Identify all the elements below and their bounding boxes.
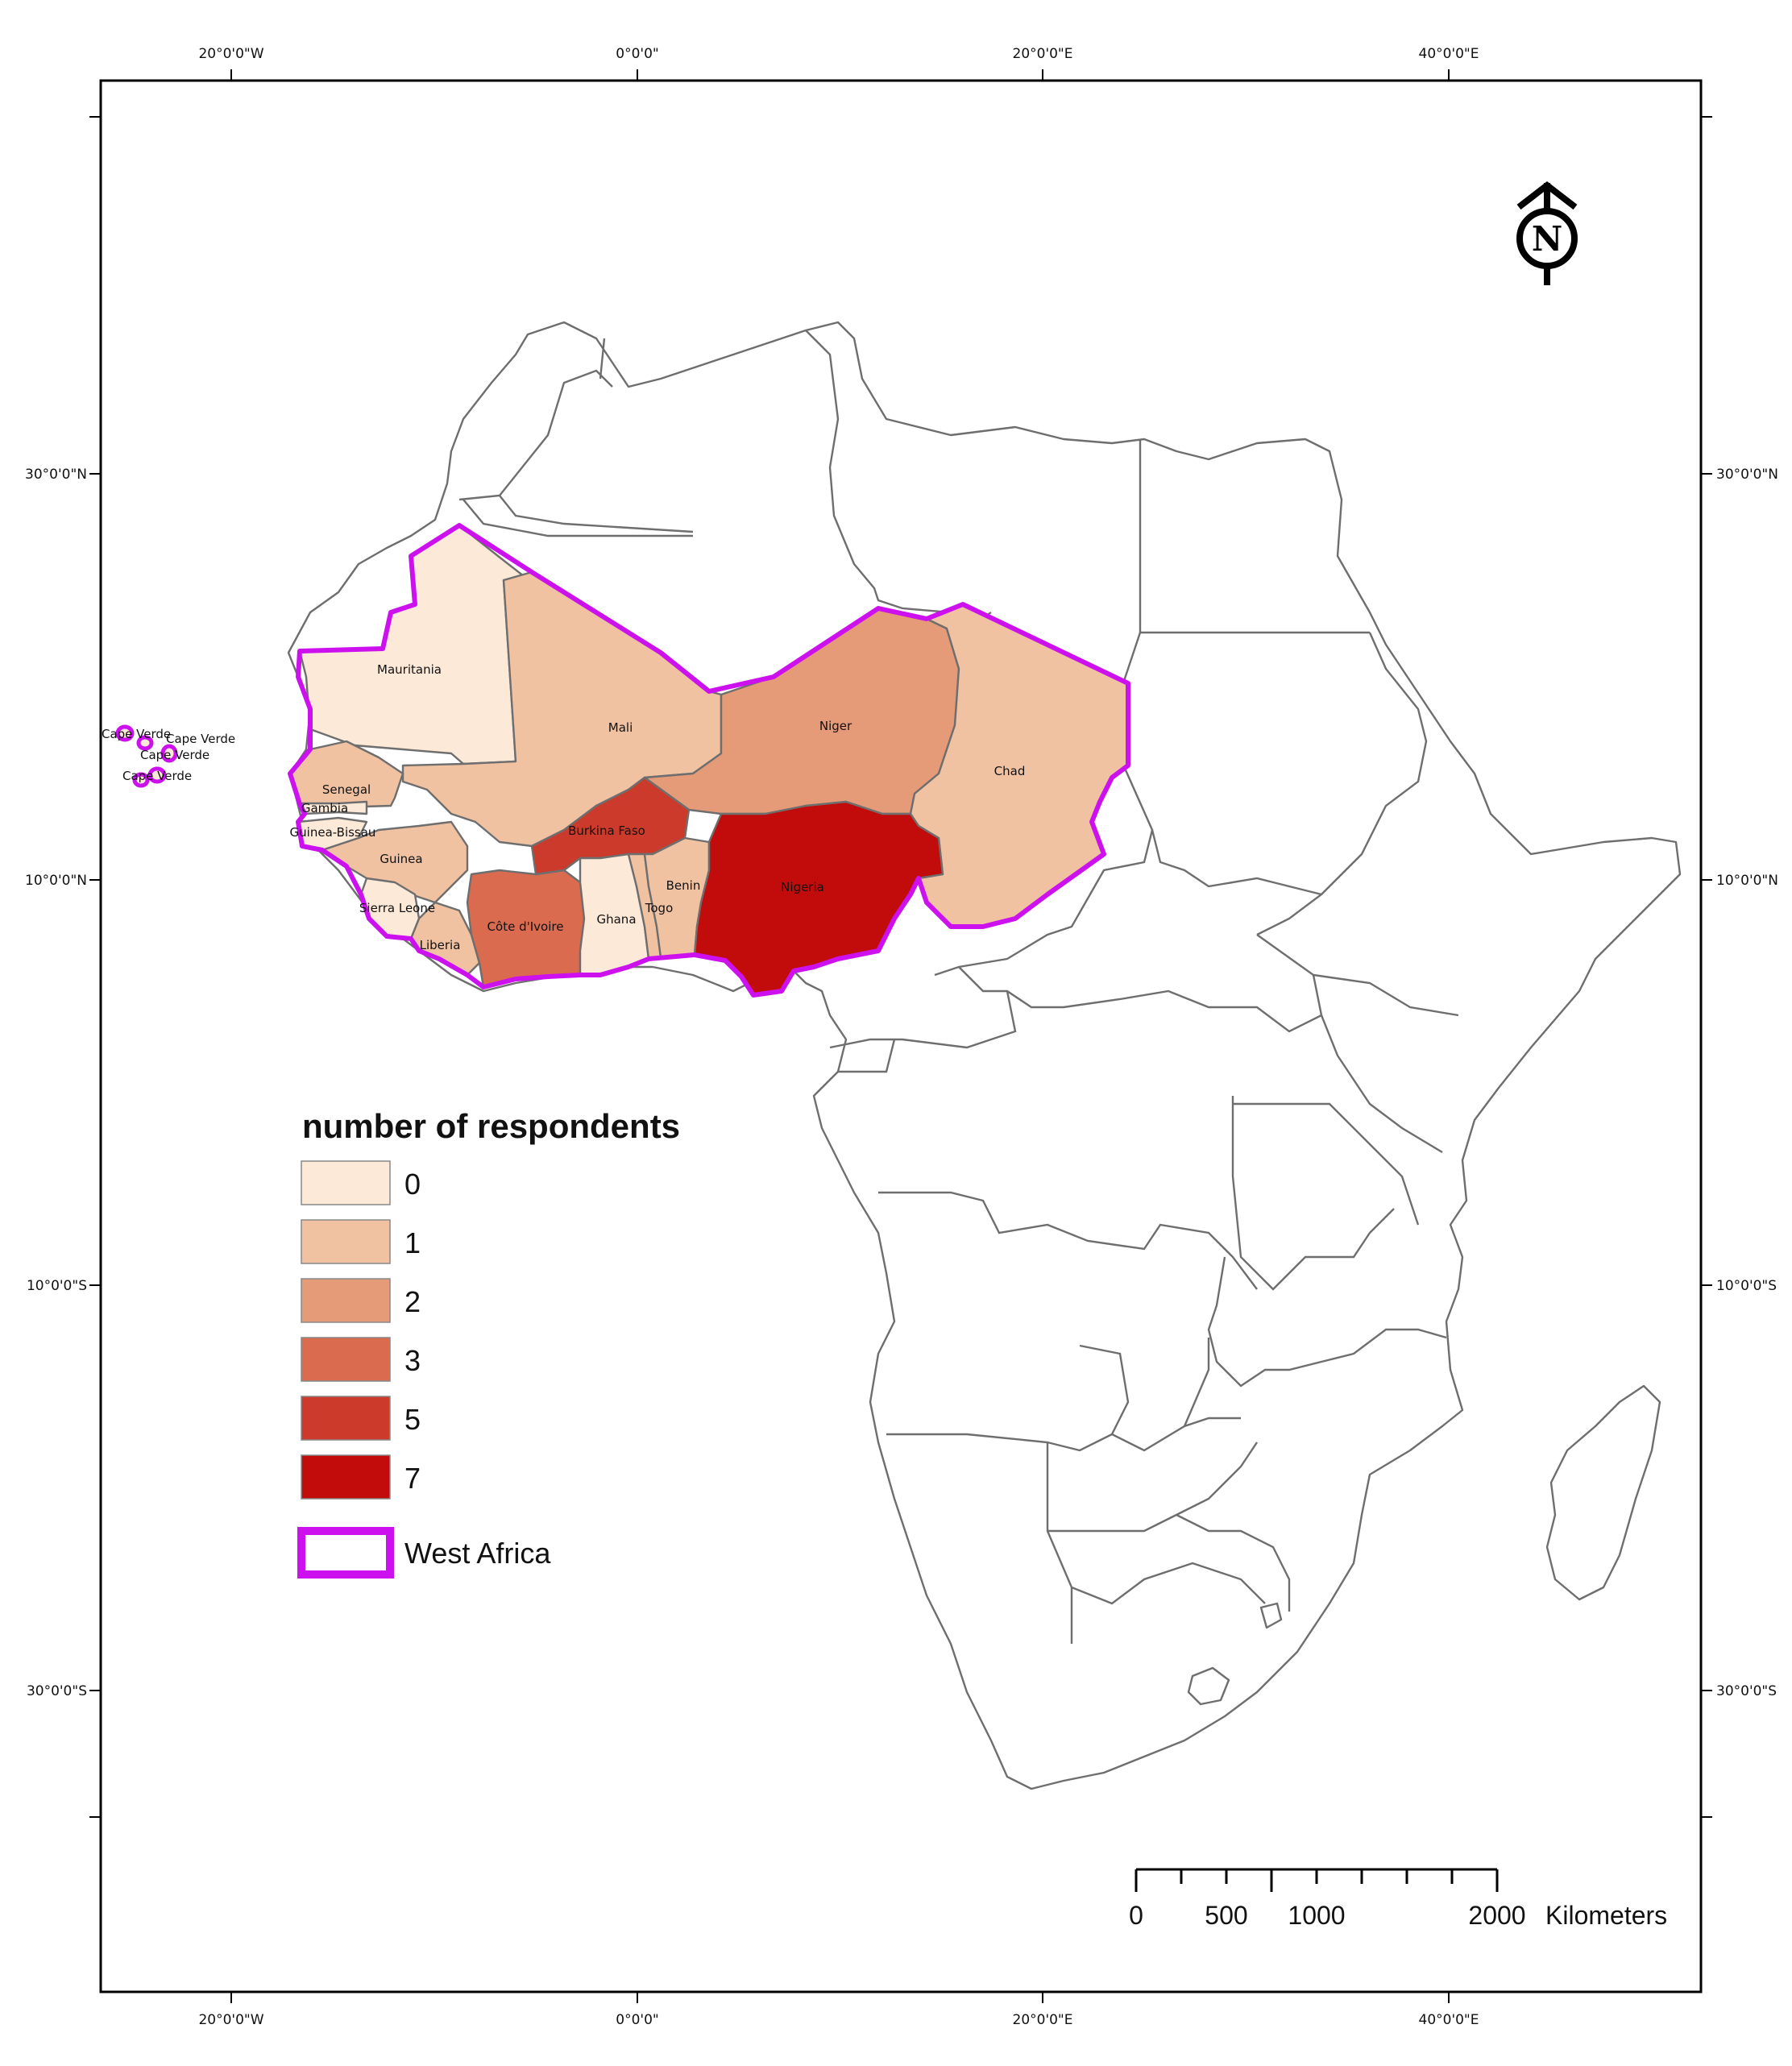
label-sierra-leone: Sierra Leone [359,901,435,915]
legend-region-label: West Africa [404,1537,551,1570]
country-labels: Mauritania Mali Niger Chad Senegal Gambi… [102,662,1025,952]
label-cape-verde-1: Cape Verde [102,727,171,741]
label-niger: Niger [819,719,852,733]
coord-right-10s: 10°0'0"S [1716,1278,1777,1294]
label-cape-verde-4: Cape Verde [122,769,192,783]
label-togo: Togo [645,901,674,915]
scale-tick-500: 500 [1205,1901,1247,1930]
coord-right-30n: 30°0'0"N [1716,467,1778,483]
north-arrow-icon: N [1516,180,1578,285]
label-chad: Chad [994,764,1026,778]
lesotho [1187,1666,1230,1706]
label-liberia: Liberia [420,938,461,952]
cape-verde-islands [115,724,178,788]
coord-top-0: 0°0'0" [616,46,658,62]
legend-items: 0 1 2 3 5 7 [301,1160,421,1500]
coordinate-labels: 20°0'0"W 0°0'0" 20°0'0"E 40°0'0"E 20°0'0… [25,46,1778,2028]
legend-label-7: 7 [404,1462,421,1495]
label-ghana: Ghana [596,912,636,927]
label-guinea: Guinea [380,852,422,866]
legend-label-3: 3 [404,1344,421,1377]
legend-label-1: 1 [404,1226,421,1259]
coord-left-30s: 30°0'0"S [27,1683,87,1699]
scale-tick-0: 0 [1129,1901,1143,1930]
eswatini [1259,1602,1283,1629]
scale-tick-1000: 1000 [1288,1901,1345,1930]
legend-region-swatch [297,1527,394,1579]
legend-swatch-5 [301,1396,391,1441]
label-cote-divoire: Côte d'Ivoire [487,919,564,934]
label-nigeria: Nigeria [781,880,824,894]
internal-borders [458,330,1459,1644]
legend-label-0: 0 [404,1168,421,1201]
legend-title: number of respondents [302,1107,680,1145]
coord-bottom-40e: 40°0'0"E [1419,2012,1479,2028]
legend-swatch-1 [301,1219,391,1264]
label-senegal: Senegal [322,782,371,797]
scale-bar: 0 500 1000 2000 Kilometers [1129,1868,1667,1930]
legend-swatch-0 [301,1160,391,1205]
coord-left-30n: 30°0'0"N [25,467,87,483]
label-cape-verde-3: Cape Verde [140,748,209,762]
coord-left-10s: 10°0'0"S [27,1278,87,1294]
coord-top-20w: 20°0'0"W [198,46,263,62]
coord-right-10n: 10°0'0"N [1716,873,1778,889]
label-cape-verde-2: Cape Verde [166,732,235,746]
coord-top-40e: 40°0'0"E [1419,46,1479,62]
scale-unit: Kilometers [1545,1901,1667,1930]
madagascar [1545,1384,1661,1601]
legend-swatch-3 [301,1337,391,1382]
coord-top-20e: 20°0'0"E [1013,46,1073,62]
legend: number of respondents 0 1 2 3 5 7 West Africa [297,1107,680,1579]
west-africa-choropleth [288,524,1130,997]
coord-bottom-20w: 20°0'0"W [198,2012,263,2028]
label-guinea-bissau: Guinea-Bissau [290,825,376,840]
coord-bottom-0: 0°0'0" [616,2012,658,2028]
west-africa-outline [288,523,1130,998]
legend-swatch-2 [301,1278,391,1323]
label-gambia: Gambia [301,801,348,815]
north-letter: N [1532,219,1562,259]
frame-ticks [89,69,1712,2003]
coord-bottom-20e: 20°0'0"E [1013,2012,1073,2028]
label-benin: Benin [666,878,701,893]
label-burkina-faso: Burkina Faso [568,823,645,838]
coord-left-10n: 10°0'0"N [25,873,87,889]
coord-right-30s: 30°0'0"S [1716,1683,1777,1699]
scale-tick-2000: 2000 [1468,1901,1525,1930]
label-mali: Mali [608,720,633,735]
legend-label-2: 2 [404,1285,421,1318]
label-mauritania: Mauritania [377,662,442,677]
legend-label-5: 5 [404,1403,421,1436]
legend-swatch-7 [301,1454,391,1500]
